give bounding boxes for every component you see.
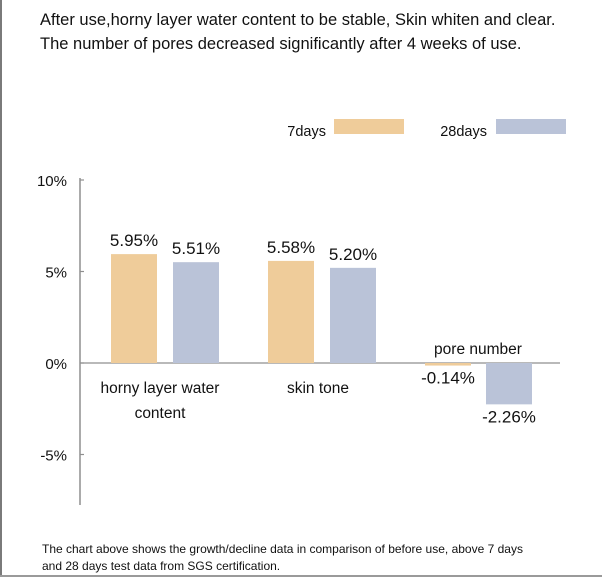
bar-7days-2 <box>425 363 471 366</box>
legend-swatch-28days <box>496 119 566 134</box>
bar-7days-1 <box>268 260 314 363</box>
category-label: skin tone <box>287 380 349 397</box>
legend-label-28days: 28days <box>440 124 487 140</box>
data-label: -0.14% <box>421 369 475 388</box>
y-tick-label: 10% <box>37 173 67 190</box>
legend-swatch-7days <box>334 119 404 134</box>
bar-28days-2 <box>486 363 532 405</box>
y-tick-label: 5% <box>45 265 67 282</box>
bar-28days-0 <box>173 262 219 363</box>
headline-line-2: The number of pores decreased significan… <box>40 35 522 53</box>
data-label: 5.51% <box>172 239 220 258</box>
y-tick-label: -5% <box>40 448 67 465</box>
frame-left-border <box>0 0 2 577</box>
category-label: pore number <box>434 341 522 358</box>
y-tick-label: 0% <box>45 356 67 373</box>
headline: After use,horny layer water content to b… <box>40 8 600 56</box>
legend-label-7days: 7days <box>287 124 326 140</box>
bar-7days-0 <box>111 254 157 363</box>
footnote-line-1: The chart above shows the growth/decline… <box>42 542 523 556</box>
category-label: horny layer water <box>101 380 220 397</box>
bar-28days-1 <box>330 267 376 363</box>
data-label: 5.95% <box>110 231 158 250</box>
category-label: content <box>135 405 187 422</box>
footnote: The chart above shows the growth/decline… <box>42 541 597 575</box>
data-label: 5.58% <box>267 238 315 257</box>
frame-bottom-border <box>0 575 602 577</box>
footnote-line-2: and 28 days test data from SGS certifica… <box>42 559 281 573</box>
data-label: 5.20% <box>329 245 377 264</box>
headline-line-1: After use,horny layer water content to b… <box>40 11 556 29</box>
data-label: -2.26% <box>482 407 536 426</box>
